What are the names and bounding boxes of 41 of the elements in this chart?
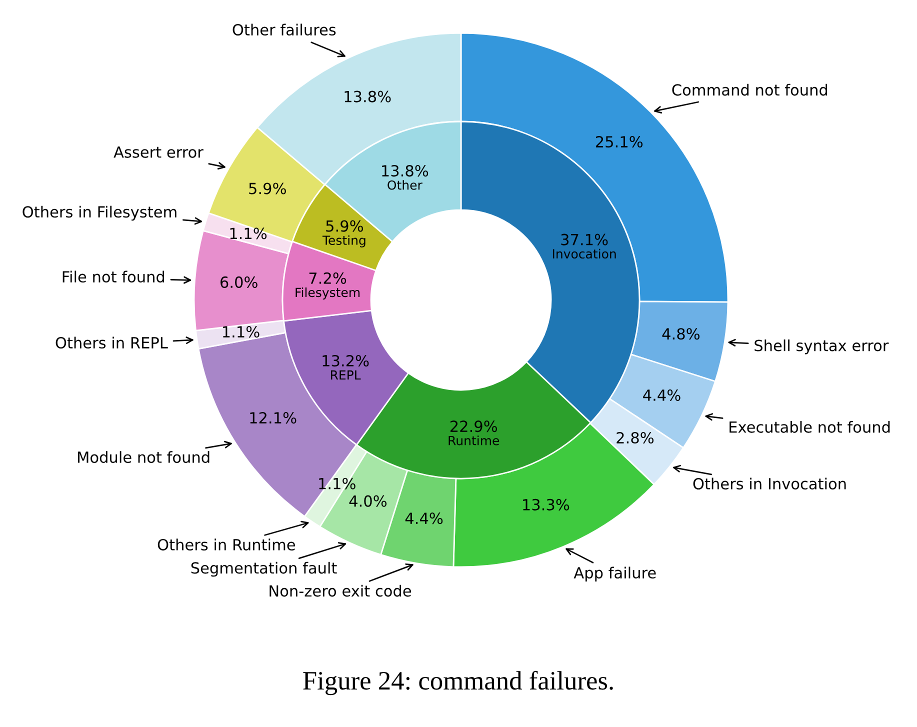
slice-label: Shell syntax error [754,339,889,354]
slice-label: Others in REPL [56,336,168,349]
data-label: 12.1% [250,412,296,424]
data-label: 4.0% [349,495,387,507]
slice-label: App failure [574,566,656,582]
slice-label: Executable not found [730,421,890,433]
slice-label: Others in Filesystem [22,206,176,221]
data-label: 2.8% [616,432,654,444]
slice-label: Others in Invocation [693,478,846,490]
data-label: 5.9% [326,220,364,232]
slice-label: File not found [62,270,164,283]
slice-label: Non-zero exit code [270,584,412,597]
text: Filesystem [296,287,360,300]
text: REPL [330,370,361,380]
slice-label: Segmentation fault [191,562,337,577]
data-label: 4.4% [405,512,443,524]
text: Testing [322,235,366,248]
data-label: 25.1% [596,136,643,148]
data-label: 13.3% [523,498,570,510]
caption: Figure 24: command failures. [303,670,613,696]
data-label: 5.9% [249,182,286,194]
data-label: 6.0% [220,276,258,288]
data-label: 13.8% [382,165,428,177]
text: Runtime [448,436,500,446]
data-label: 1.1% [230,228,267,240]
data-label: 4.8% [662,328,700,340]
slice-label: Other failures [232,24,336,36]
slice-label: Module not found [78,451,210,463]
data-label: 4.4% [643,389,680,401]
slice-label: Command not found [672,84,828,96]
data-label: 1.1% [223,326,260,338]
text: Invocation [552,248,616,259]
data-label: 37.1% [561,234,608,246]
data-label: 13.8% [344,90,391,102]
slice-label: Assert error [114,146,204,158]
data-label: 1.1% [319,478,356,490]
data-label: 7.2% [309,272,346,284]
data-label: 13.2% [322,354,369,367]
slice-label: Others in Runtime [158,538,296,550]
text: Other [388,180,422,190]
data-label: 22.9% [450,420,498,432]
